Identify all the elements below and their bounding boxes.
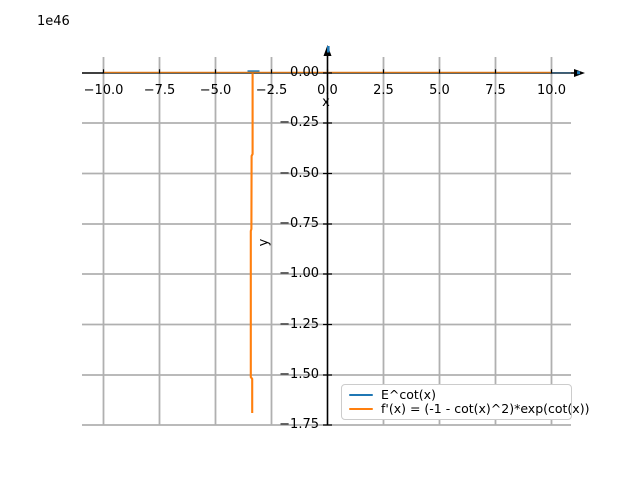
series-line-blue xyxy=(103,46,580,75)
x-axis-label: x xyxy=(322,95,330,110)
y-tick-label: −1.75 xyxy=(279,417,319,432)
x-tick-label: −10.0 xyxy=(83,83,124,98)
x-tick-label: 7.5 xyxy=(485,83,506,98)
legend-item: E^cot(x) xyxy=(349,386,565,402)
legend-label: f'(x) = (-1 - cot(x)^2)*exp(cot(x)) xyxy=(381,400,590,416)
y-tick-marks xyxy=(323,72,332,426)
legend-line-sample-blue xyxy=(349,393,373,397)
x-tick-label: 2.5 xyxy=(373,83,394,98)
x-tick-label: 10.0 xyxy=(537,83,566,98)
x-tick-marks xyxy=(102,69,553,74)
y-axis-label: y xyxy=(256,238,272,247)
y-tick-label: −0.25 xyxy=(279,115,319,130)
gridlines xyxy=(82,57,571,426)
y-tick-label: 0.00 xyxy=(290,65,319,80)
y-axis-offset-label: 1e46 xyxy=(37,14,70,29)
x-tick-label: −5.0 xyxy=(199,83,232,98)
y-tick-label: −1.00 xyxy=(279,266,319,281)
x-tick-label: 0.0 xyxy=(317,83,338,98)
x-tick-label: 5.0 xyxy=(429,83,450,98)
x-tick-label: −7.5 xyxy=(143,83,176,98)
legend-line-sample-orange xyxy=(349,407,373,411)
orange-vertical-spike xyxy=(249,73,254,413)
y-tick-label: −1.25 xyxy=(279,316,319,332)
y-tick-label: −0.50 xyxy=(279,165,319,181)
y-tick-label: −0.75 xyxy=(279,216,319,231)
legend-label: E^cot(x) xyxy=(381,386,436,402)
legend: E^cot(x) f'(x) = (-1 - cot(x)^2)*exp(cot… xyxy=(341,384,589,420)
legend-item: f'(x) = (-1 - cot(x)^2)*exp(cot(x)) xyxy=(349,402,589,416)
x-tick-label: −2.5 xyxy=(255,83,288,98)
y-tick-label: −1.50 xyxy=(279,367,319,382)
